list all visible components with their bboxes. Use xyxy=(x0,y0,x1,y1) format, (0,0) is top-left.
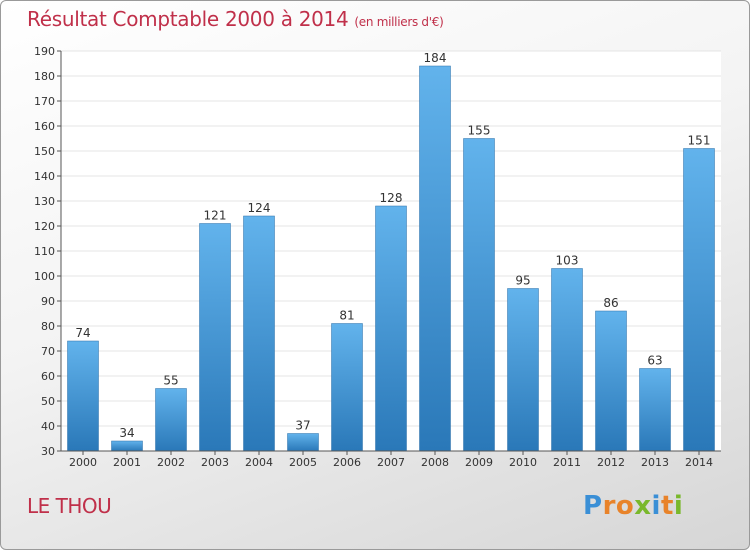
data-label-2011: 103 xyxy=(556,254,579,268)
logo-letter: i xyxy=(651,491,661,521)
y-tick-label: 40 xyxy=(41,420,55,433)
x-tick-label-2007: 2007 xyxy=(377,456,405,469)
y-tick-label: 30 xyxy=(41,445,55,458)
data-label-2000: 74 xyxy=(75,326,90,340)
data-label-2007: 128 xyxy=(380,191,403,205)
y-tick-label: 70 xyxy=(41,345,55,358)
logo-letter: x xyxy=(634,491,652,521)
x-tick-label-2014: 2014 xyxy=(685,456,713,469)
x-tick-label-2013: 2013 xyxy=(641,456,669,469)
y-tick-label: 50 xyxy=(41,395,55,408)
y-tick-label: 140 xyxy=(34,170,55,183)
chart-subtitle: (en milliers d'€) xyxy=(354,15,444,29)
data-label-2002: 55 xyxy=(163,374,178,388)
x-tick-label-2005: 2005 xyxy=(289,456,317,469)
proxiti-logo[interactable]: Proxiti xyxy=(583,491,683,521)
bar-2006 xyxy=(331,323,363,452)
bar-2002 xyxy=(155,388,187,452)
x-tick-label-2002: 2002 xyxy=(157,456,185,469)
x-tick-label-2011: 2011 xyxy=(553,456,581,469)
y-tick-label: 180 xyxy=(34,70,55,83)
bar-2014 xyxy=(683,148,715,452)
bar-2013 xyxy=(639,368,671,452)
y-tick-label: 120 xyxy=(34,220,55,233)
x-tick-label-2009: 2009 xyxy=(465,456,493,469)
bar-2012 xyxy=(595,310,627,452)
x-tick-label-2004: 2004 xyxy=(245,456,273,469)
y-tick-label: 160 xyxy=(34,120,55,133)
bar-2005 xyxy=(287,433,319,452)
bar-2009 xyxy=(463,138,495,452)
x-tick-label-2008: 2008 xyxy=(421,456,449,469)
logo-letter: i xyxy=(673,491,684,521)
bar-2008 xyxy=(419,65,451,452)
bar-2003 xyxy=(199,223,231,452)
bar-2010 xyxy=(507,288,539,452)
logo-letter: o xyxy=(615,491,635,521)
data-label-2005: 37 xyxy=(295,419,310,433)
data-label-2012: 86 xyxy=(603,296,618,310)
data-label-2006: 81 xyxy=(339,309,354,323)
y-tick-label: 150 xyxy=(34,145,55,158)
logo-letter: r xyxy=(602,491,616,521)
data-label-2010: 95 xyxy=(515,274,530,288)
y-tick-label: 100 xyxy=(34,270,55,283)
data-label-2001: 34 xyxy=(119,426,134,440)
x-tick-label-2000: 2000 xyxy=(69,456,97,469)
bar-2004 xyxy=(243,215,275,452)
bar-2001 xyxy=(111,440,143,452)
bar-2011 xyxy=(551,268,583,452)
x-tick-label-2006: 2006 xyxy=(333,456,361,469)
data-label-2014: 151 xyxy=(688,134,711,148)
x-tick-label-2010: 2010 xyxy=(509,456,537,469)
city-name: LE THOU xyxy=(27,494,112,518)
title-text: Résultat Comptable 2000 à 2014 xyxy=(27,7,349,31)
data-label-2004: 124 xyxy=(248,201,271,215)
y-tick-label: 90 xyxy=(41,295,55,308)
data-label-2013: 63 xyxy=(647,354,662,368)
logo-letter: t xyxy=(660,491,674,521)
bar-2000 xyxy=(67,340,99,452)
x-tick-label-2012: 2012 xyxy=(597,456,625,469)
data-label-2009: 155 xyxy=(468,124,491,138)
y-tick-label: 110 xyxy=(34,245,55,258)
x-tick-label-2003: 2003 xyxy=(201,456,229,469)
y-tick-label: 170 xyxy=(34,95,55,108)
y-tick-label: 80 xyxy=(41,320,55,333)
bar-2007 xyxy=(375,205,407,452)
data-label-2008: 184 xyxy=(424,51,447,65)
y-tick-label: 130 xyxy=(34,195,55,208)
y-tick-label: 60 xyxy=(41,370,55,383)
logo-letter: P xyxy=(583,491,603,521)
y-tick-label: 190 xyxy=(34,45,55,58)
data-label-2003: 121 xyxy=(204,209,227,223)
x-tick-label-2001: 2001 xyxy=(113,456,141,469)
chart-title: Résultat Comptable 2000 à 2014 (en millie… xyxy=(27,7,444,31)
